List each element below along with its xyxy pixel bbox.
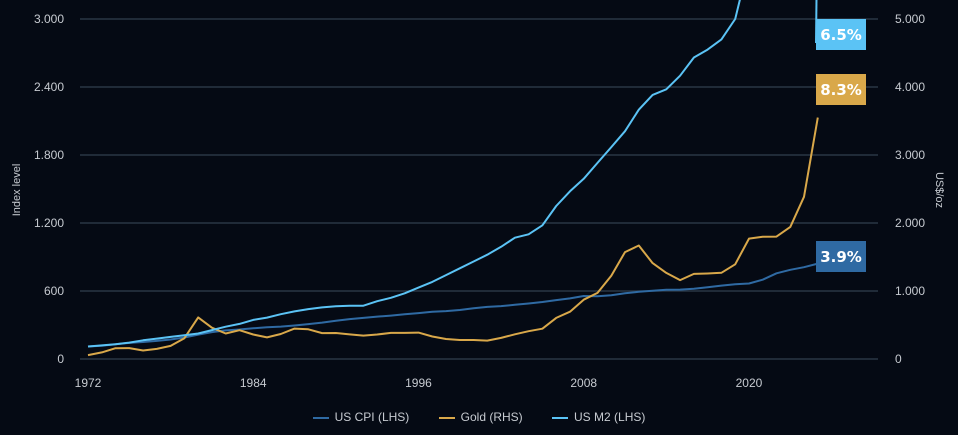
- series-lines: [87, 0, 819, 357]
- y-right-tick-label: 3.000: [895, 148, 925, 162]
- end-label-badge: [816, 241, 866, 272]
- y-left-tick-label: 0: [57, 352, 64, 366]
- series-line-us-cpi-lhs: [87, 262, 819, 348]
- y-left-tick-label: 600: [44, 284, 64, 298]
- end-label-text: 8.3%: [820, 81, 862, 99]
- gridlines: [80, 18, 878, 360]
- y-axis-right-title: US$/oz: [933, 172, 945, 208]
- legend-item-us-m2[interactable]: US M2 (LHS): [552, 410, 645, 424]
- legend-item-gold[interactable]: Gold (RHS): [438, 410, 523, 424]
- legend-swatch-gold: [438, 416, 455, 419]
- x-tick-label: 1972: [75, 376, 102, 390]
- x-tick-label: 2008: [570, 376, 597, 390]
- legend: US CPI (LHS) Gold (RHS) US M2 (LHS): [0, 410, 958, 424]
- legend-item-us-cpi[interactable]: US CPI (LHS): [312, 410, 410, 424]
- y-left-tick-label: 3.000: [34, 12, 64, 26]
- legend-label-us-cpi: US CPI (LHS): [334, 410, 410, 424]
- end-label-text: 6.5%: [820, 26, 862, 44]
- y-right-tick-label: 5.000: [895, 12, 925, 26]
- y-left-tick-label: 1.800: [34, 148, 64, 162]
- x-tick-label: 2020: [736, 376, 763, 390]
- y-right-tick-label: 4.000: [895, 80, 925, 94]
- legend-label-us-m2: US M2 (LHS): [574, 410, 646, 424]
- end-label-text: 3.9%: [820, 248, 862, 266]
- y-axis-right: 0 1.000 2.000 3.000 4.000 5.000: [895, 12, 925, 366]
- x-tick-label: 1984: [240, 376, 267, 390]
- y-right-tick-label: 1.000: [895, 284, 925, 298]
- x-axis: 1972 1984 1996 2008 2020: [75, 376, 763, 390]
- y-axis-left: 0 600 1.200 1.800 2.400 3.000: [34, 12, 64, 366]
- y-axis-left-title: Index level: [11, 164, 23, 217]
- series-line-gold-rhs: [87, 117, 819, 357]
- end-labels: 3.9% 8.3% 6.5%: [815, 0, 866, 272]
- legend-swatch-us-m2: [552, 416, 569, 419]
- legend-label-gold: Gold (RHS): [460, 410, 523, 424]
- y-right-tick-label: 0: [895, 352, 902, 366]
- legend-swatch-us-cpi: [312, 416, 329, 419]
- end-label-connector: [815, 0, 818, 44]
- y-left-tick-label: 2.400: [34, 80, 64, 94]
- end-label-badge: [816, 19, 866, 50]
- x-tick-label: 1996: [405, 376, 432, 390]
- y-left-tick-label: 1.200: [34, 216, 64, 230]
- end-label-badge: [816, 74, 866, 105]
- y-right-tick-label: 2.000: [895, 216, 925, 230]
- series-line-us-m2-lhs: [87, 0, 741, 348]
